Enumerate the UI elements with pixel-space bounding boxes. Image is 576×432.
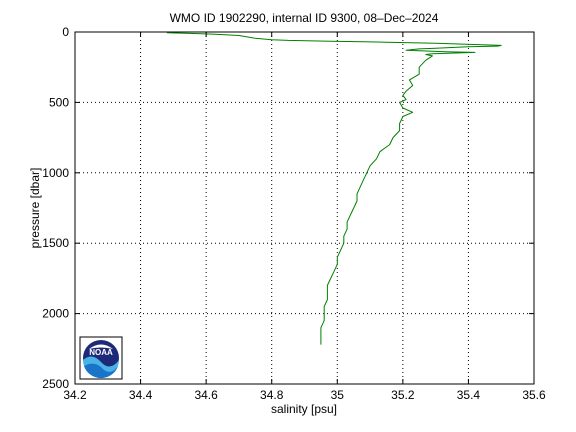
y-tick-label: 2000 — [42, 307, 69, 321]
y-tick-label: 0 — [62, 25, 69, 39]
x-tick-label: 35 — [331, 388, 345, 402]
x-tick-label: 34.6 — [194, 388, 218, 402]
plot-area: 34.2 34.4 34.6 34.8 35 35.2 35.4 35.6 0 500 1000 15… — [42, 25, 546, 402]
logo-bird-icon — [89, 344, 113, 349]
x-tick-label: 35.2 — [391, 388, 415, 402]
x-tick-label: 34.8 — [260, 388, 284, 402]
grid — [75, 32, 534, 384]
y-tick-label: 500 — [49, 95, 69, 109]
series-layer — [166, 32, 502, 345]
x-tick-label: 35.4 — [457, 388, 481, 402]
noaa-logo: NOAA — [79, 336, 123, 380]
salinity-profile-line — [166, 32, 502, 345]
x-axis-label: salinity [psu] — [271, 402, 337, 416]
y-tick-label: 1500 — [42, 236, 69, 250]
chart-title: WMO ID 1902290, internal ID 9300, 08–Dec… — [170, 11, 439, 25]
x-tick-label: 34.4 — [129, 388, 153, 402]
y-tick-label: 2500 — [42, 377, 69, 391]
logo-wave-dark — [84, 363, 118, 379]
x-tick-label: 34.2 — [63, 388, 87, 402]
y-tick-label: 1000 — [42, 166, 69, 180]
y-axis-label: pressure [dbar] — [28, 168, 42, 249]
logo-text: NOAA — [89, 348, 113, 357]
x-tick-label: 35.6 — [522, 388, 546, 402]
axes-box — [74, 31, 535, 385]
ticks: 34.2 34.4 34.6 34.8 35 35.2 35.4 35.6 0 500 1000 15… — [42, 25, 546, 402]
